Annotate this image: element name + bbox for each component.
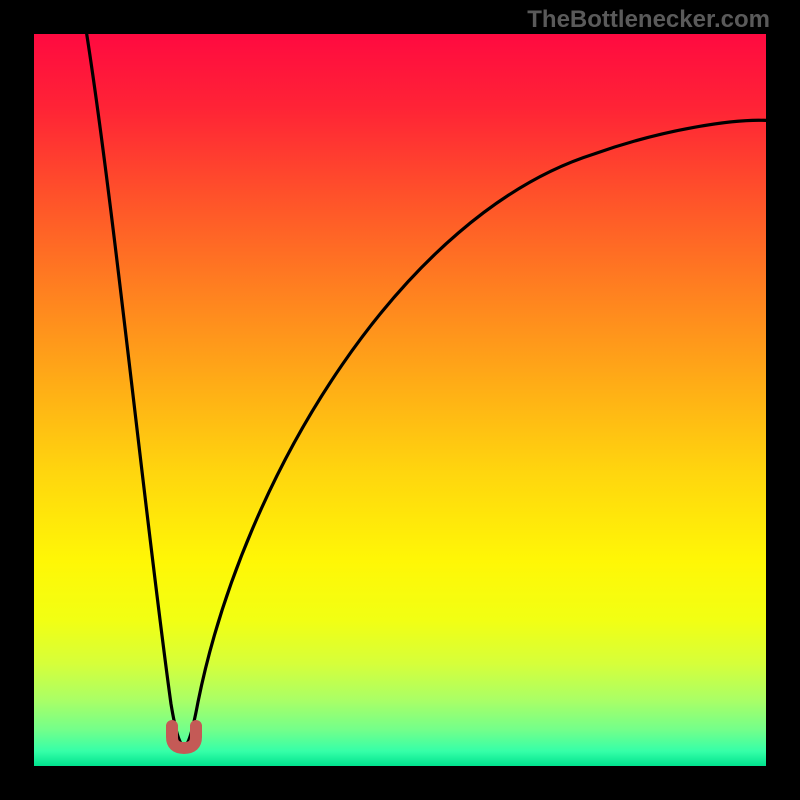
chart-container: TheBottlenecker.com — [0, 0, 800, 800]
plot-area — [34, 34, 766, 766]
gradient-background — [34, 34, 766, 766]
watermark-text: TheBottlenecker.com — [527, 6, 770, 34]
chart-svg — [34, 34, 766, 766]
